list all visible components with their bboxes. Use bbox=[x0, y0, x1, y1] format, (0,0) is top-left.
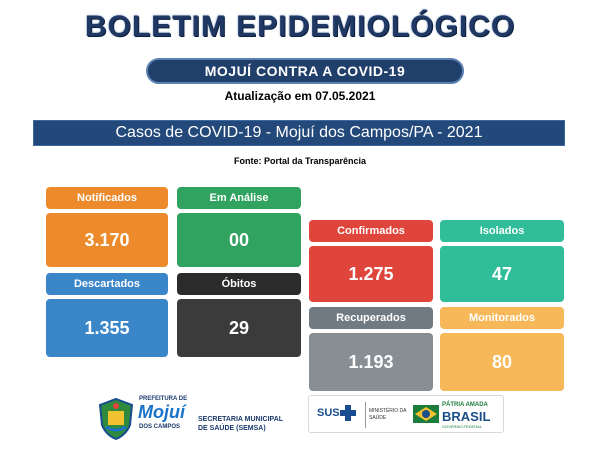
card-value: 3.170 bbox=[46, 213, 168, 267]
secretaria-line2: DE SAÚDE (SEMSA) bbox=[198, 425, 266, 432]
patria-amada-label: PÁTRIA AMADA bbox=[442, 402, 488, 408]
card-label: Óbitos bbox=[177, 273, 301, 295]
card-recuperados: Recuperados 1.193 bbox=[309, 307, 433, 391]
prefeitura-label: PREFEITURA DE bbox=[139, 396, 188, 402]
card-value: 00 bbox=[177, 213, 301, 267]
card-label: Notificados bbox=[46, 187, 168, 209]
source-note: Fonte: Portal da Transparência bbox=[233, 156, 367, 166]
card-value: 1.275 bbox=[309, 246, 433, 302]
card-value: 1.193 bbox=[309, 333, 433, 391]
card-label: Monitorados bbox=[440, 307, 564, 329]
card-label: Descartados bbox=[46, 273, 168, 295]
card-descartados: Descartados 1.355 bbox=[46, 273, 168, 357]
card-notificados: Notificados 3.170 bbox=[46, 187, 168, 267]
card-isolados: Isolados 47 bbox=[440, 220, 564, 302]
update-date: Atualização em 07.05.2021 bbox=[224, 89, 376, 103]
footer: PREFEITURA DE Mojuí DOS CAMPOS SECRETARI… bbox=[0, 392, 600, 450]
cases-banner: Casos de COVID-19 - Mojuí dos Campos/PA … bbox=[33, 120, 565, 146]
card-obitos: Óbitos 29 bbox=[177, 273, 301, 357]
card-value: 29 bbox=[177, 299, 301, 357]
sus-cross-icon bbox=[340, 405, 356, 421]
subtitle-pill: MOJUÍ CONTRA A COVID-19 bbox=[146, 58, 464, 84]
prefeitura-sub: DOS CAMPOS bbox=[139, 424, 181, 430]
card-confirmados: Confirmados 1.275 bbox=[309, 220, 433, 302]
card-label: Recuperados bbox=[309, 307, 433, 329]
governo-federal-label: GOVERNO FEDERAL bbox=[442, 424, 483, 429]
card-label: Isolados bbox=[440, 220, 564, 242]
card-value: 47 bbox=[440, 246, 564, 302]
card-value: 80 bbox=[440, 333, 564, 391]
card-monitorados: Monitorados 80 bbox=[440, 307, 564, 391]
brazil-flag-icon bbox=[413, 405, 439, 423]
ministerio-label: MINISTÉRIO DA SAÚDE bbox=[369, 408, 407, 421]
municipal-crest-icon bbox=[98, 397, 134, 441]
logo-divider bbox=[365, 402, 366, 428]
card-label: Confirmados bbox=[309, 220, 433, 242]
card-value: 1.355 bbox=[46, 299, 168, 357]
card-label: Em Análise bbox=[177, 187, 301, 209]
brasil-label: BRASIL bbox=[442, 409, 491, 424]
prefeitura-name: Mojuí bbox=[138, 402, 185, 422]
page-title: BOLETIM EPIDEMIOLÓGICO bbox=[84, 10, 516, 43]
sus-logo-text: SUS bbox=[317, 407, 340, 419]
card-em-analise: Em Análise 00 bbox=[177, 187, 301, 267]
government-logos: SUS MINISTÉRIO DA SAÚDE PÁTRIA AMADA BRA… bbox=[308, 395, 504, 433]
secretaria-line1: SECRETARIA MUNICIPAL bbox=[198, 416, 284, 423]
